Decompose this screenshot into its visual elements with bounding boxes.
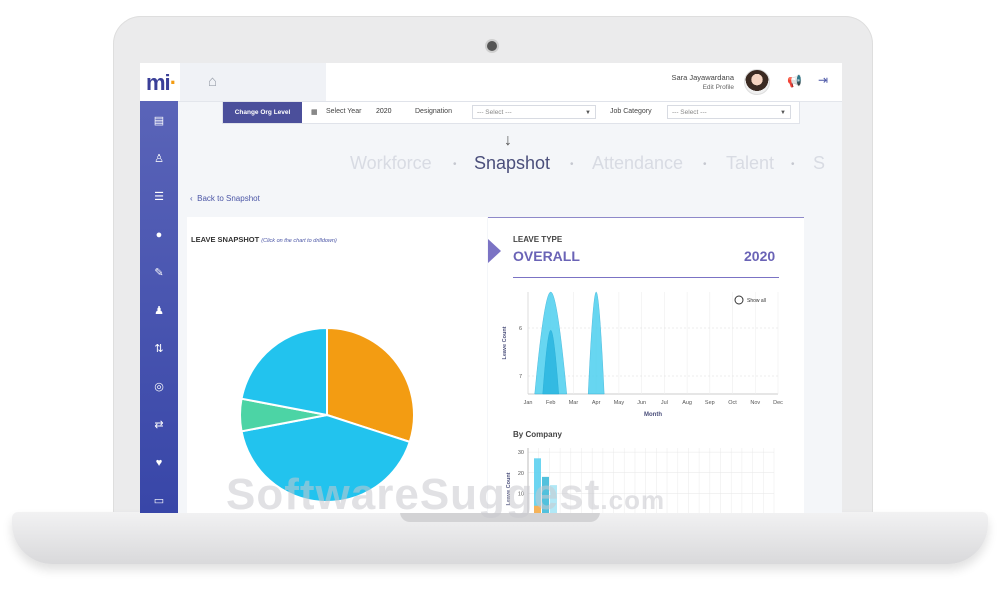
logout-icon[interactable]: ⇥ [817, 73, 828, 87]
x-tick-label: Sep [705, 400, 715, 406]
leave-snapshot-title: LEAVE SNAPSHOT (Click on the chart to dr… [191, 235, 337, 244]
calendar-icon: ▦ [311, 109, 318, 116]
pie-slice[interactable] [240, 413, 412, 503]
x-tick-label: Dec [773, 400, 783, 406]
y-tick-label: 7 [519, 374, 522, 380]
designation-label: Designation [415, 108, 452, 115]
leave-type-overall: OVERALL [513, 248, 580, 264]
transfer-icon[interactable]: ⇅ [154, 343, 164, 355]
nav-separator: • [570, 159, 574, 170]
designation-value: --- Select --- [477, 109, 512, 116]
x-tick-label: Jun [637, 400, 646, 406]
top-bar: mi· ⌂ Sara Jayawardana Edit Profile 📢 ⇥ [140, 63, 842, 102]
x-tick-label: Mar [569, 400, 579, 406]
y-axis-label: Leave Count [506, 472, 512, 505]
bar [534, 458, 541, 513]
nav-separator: • [791, 159, 795, 170]
divider [513, 277, 779, 278]
user-icon[interactable]: ● [155, 229, 163, 241]
edit-icon[interactable]: ✎ [154, 267, 164, 279]
x-tick-label: Jul [661, 400, 668, 406]
x-tick-label: Oct [728, 400, 737, 406]
y-tick-label: 6 [519, 326, 522, 332]
user-name: Sara Jayawardana [671, 73, 734, 82]
avatar[interactable] [744, 69, 770, 95]
job-category-select[interactable]: --- Select --- ▼ [667, 105, 791, 119]
x-axis-label: Month [644, 412, 662, 418]
bar [534, 505, 541, 513]
back-label: Back to Snapshot [197, 194, 260, 203]
nav-snapshot[interactable]: Snapshot [474, 153, 551, 173]
chevron-down-icon: ▼ [780, 110, 786, 116]
nav-talent[interactable]: Talent [726, 153, 775, 173]
org-chart-icon[interactable]: ♙ [154, 153, 164, 165]
leave-snapshot-panel: LEAVE SNAPSHOT (Click on the chart to dr… [187, 217, 487, 513]
megaphone-icon[interactable]: 📢 [787, 74, 802, 88]
pie-slice[interactable] [326, 326, 415, 444]
job-category-value: --- Select --- [672, 109, 707, 116]
y-tick-label: 20 [518, 471, 524, 477]
exchange-icon[interactable]: ⇄ [154, 419, 164, 431]
chevron-left-icon: ‹ [190, 194, 198, 203]
home-tab[interactable]: ⌂ [180, 63, 326, 101]
hand-heart-icon[interactable]: ♥ [155, 457, 163, 469]
webcam [487, 41, 497, 51]
target-icon[interactable]: ◎ [154, 381, 164, 393]
show-all-link: Show all [747, 298, 766, 304]
filter-bar: Change Org Level ▦ Select Year 2020 Desi… [222, 101, 800, 124]
app-screen: mi· ⌂ Sara Jayawardana Edit Profile 📢 ⇥ … [140, 63, 842, 513]
x-tick-label: Feb [546, 400, 555, 406]
sidebar: ▤ ♙ ☰ ● ✎ ♟ ⇅ ◎ ⇄ ♥ ▭ [140, 101, 178, 513]
job-category-label: Job Category [610, 108, 652, 115]
chevron-down-icon: ▼ [585, 110, 591, 116]
area-peak [587, 291, 605, 395]
zoom-icon [734, 295, 744, 305]
leave-type-year: 2020 [744, 248, 776, 264]
user-settings-icon[interactable]: ♟ [154, 305, 164, 317]
nav-attendance[interactable]: Attendance [592, 153, 684, 173]
leave-pie-chart[interactable] [187, 217, 487, 513]
nav-separator: • [703, 159, 707, 170]
nav-workforce[interactable]: Workforce [350, 153, 432, 173]
home-icon: ⌂ [208, 73, 218, 90]
leave-snapshot-subtitle: (Click on the chart to drilldown) [261, 238, 337, 244]
x-tick-label: Nov [750, 400, 760, 406]
back-link[interactable]: ‹ Back to Snapshot [190, 194, 260, 203]
bar [550, 485, 557, 513]
monthly-leave-chart[interactable]: Jan Feb Mar Apr May Jun Jul Aug Sep Oct Nov Dec 7 6 Mo… [488, 288, 804, 428]
by-company-chart[interactable]: 30 20 10 Leave Count [488, 444, 804, 513]
watermark: SoftwareSuggest.com [226, 470, 666, 519]
arrow-down-icon: ↓ [504, 132, 512, 149]
area-peak [542, 330, 559, 395]
laptop-notch [400, 512, 600, 522]
x-tick-label: Jan [524, 400, 533, 406]
bar [542, 476, 549, 513]
list-icon[interactable]: ☰ [154, 191, 164, 203]
select-year-label: Select Year [326, 108, 362, 115]
x-tick-label: Apr [592, 400, 601, 406]
panel-pointer-icon [488, 239, 501, 263]
select-year-value[interactable]: 2020 [376, 108, 392, 115]
nav-separator: • [453, 159, 457, 170]
edit-profile-link[interactable]: Edit Profile [702, 84, 734, 91]
leave-type-label: LEAVE TYPE [513, 235, 563, 244]
leave-type-panel: LEAVE TYPE OVERALL 2020 Jan Feb Mar Apr May J… [488, 217, 819, 513]
y-tick-label: 30 [518, 450, 524, 456]
y-axis-label: Leave Count [502, 326, 508, 359]
by-company-title: By Company [513, 430, 562, 439]
document-icon[interactable]: ▤ [153, 115, 165, 127]
panel-edge [804, 217, 842, 513]
card-icon[interactable]: ▭ [153, 495, 165, 507]
y-tick-label: 10 [518, 491, 524, 497]
nav-next[interactable]: S [813, 153, 826, 173]
x-tick-label: May [614, 400, 625, 406]
change-org-level-button[interactable]: Change Org Level [223, 102, 302, 123]
designation-select[interactable]: --- Select --- ▼ [472, 105, 596, 119]
app-logo: mi· [146, 70, 177, 95]
pie-slice[interactable] [240, 326, 328, 417]
x-tick-label: Aug [682, 400, 692, 406]
